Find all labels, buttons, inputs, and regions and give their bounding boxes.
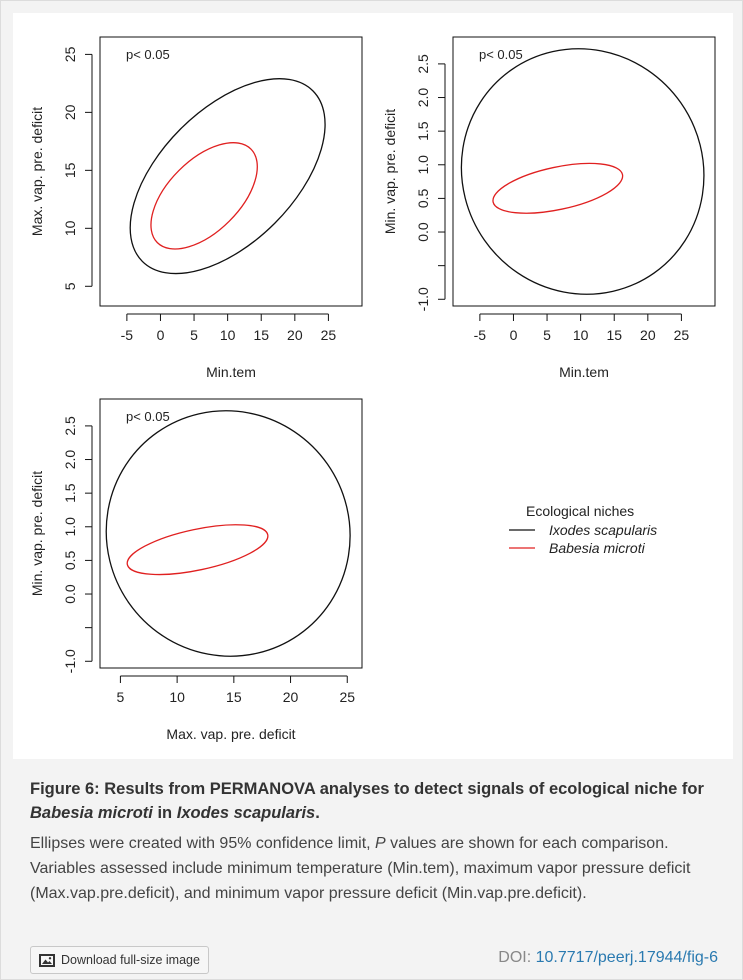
ellipse-ixodes-scapularis [105,410,351,657]
x-axis-label: Min.tem [559,364,609,380]
plot-frame [452,36,716,307]
y-tick-label: 2.0 [62,450,78,470]
doi: DOI: 10.7717/peerj.17944/fig-6 [498,949,718,967]
y-tick-label: 25 [62,46,78,62]
y-axis-label: Max. vap. pre. deficit [29,107,45,236]
y-tick-label: 1.0 [415,155,431,175]
p-value-annotation: p< 0.05 [479,47,523,62]
x-tick-label: 15 [606,327,622,343]
x-tick-label: 0 [510,327,518,343]
y-tick-label: 0.5 [415,188,431,208]
x-tick-label: -5 [121,327,134,343]
x-tick-label: 20 [640,327,656,343]
y-tick-label: -1.0 [62,649,78,673]
legend: Ecological niches Ixodes scapularis Babesi… [509,503,657,556]
ellipse-babesia-microti [150,142,258,250]
chart-panel-1: -5 0 5 10 15 20 25 Min.tem 5 10 15 20 25 Max. vap. pr… [29,36,363,380]
y-tick-label: 2.0 [415,88,431,108]
y-tick-label: 5 [62,282,78,290]
y-tick-label: 15 [62,162,78,178]
x-tick-label: 10 [573,327,589,343]
image-icon [39,953,55,967]
x-tick-label: -5 [474,327,487,343]
caption-title-end: . [315,804,320,822]
plot-frame [99,398,363,669]
x-tick-label: 10 [220,327,236,343]
x-tick-label: 25 [674,327,690,343]
download-full-size-button[interactable]: Download full-size image [30,946,209,974]
x-tick-label: 5 [117,689,125,705]
legend-title: Ecological niches [526,503,634,519]
ellipse-babesia-microti [492,162,624,214]
caption-title-text: Figure 6: Results from PERMANOVA analyse… [30,780,704,798]
y-tick-label: 0.0 [62,584,78,604]
p-value-annotation: p< 0.05 [126,47,170,62]
y-tick-label: 2.5 [62,416,78,436]
y-tick-label: 1.5 [415,121,431,141]
download-button-label: Download full-size image [61,953,200,967]
x-tick-label: 25 [339,689,355,705]
x-tick-label: 20 [287,327,303,343]
caption-title: Figure 6: Results from PERMANOVA analyse… [30,777,720,825]
ellipse-ixodes-scapularis [460,48,705,295]
x-axis-label: Max. vap. pre. deficit [166,726,295,742]
x-tick-label: 10 [169,689,185,705]
ellipse-ixodes-scapularis [129,78,326,275]
p-value-annotation: p< 0.05 [126,409,170,424]
y-tick-label: 0.5 [62,550,78,570]
caption-title-species-2: Ixodes scapularis [176,804,316,822]
doi-link[interactable]: 10.7717/peerj.17944/fig-6 [535,949,718,966]
caption-body-part-2: values are shown for each comparison. Va… [30,835,691,902]
y-tick-label: 1.0 [62,517,78,537]
caption-title-connector: in [152,804,177,822]
figure-image: -5 0 5 10 15 20 25 Min.tem 5 10 15 20 25 Max. vap. pr… [29,36,716,742]
y-tick-label: 0.0 [415,222,431,242]
x-tick-label: 25 [321,327,337,343]
y-tick-label: 2.5 [415,54,431,74]
y-tick-label: -1.0 [415,287,431,311]
x-tick-label: 5 [190,327,198,343]
x-tick-label: 0 [157,327,165,343]
doi-prefix: DOI: [498,949,536,966]
ellipse-babesia-microti [126,524,269,576]
figure-footer: Download full-size image DOI: 10.7717/pe… [30,946,720,974]
chart-panel-3: 5 10 15 20 25 Max. vap. pre. deficit -1.0 0.0 0.… [29,398,363,742]
x-tick-label: 15 [226,689,242,705]
x-axis-label: Min.tem [206,364,256,380]
plot-frame [99,36,363,307]
y-axis-label: Min. vap. pre. deficit [382,109,398,234]
figure-caption: Figure 6: Results from PERMANOVA analyse… [30,777,720,906]
legend-item-label: Ixodes scapularis [549,522,657,538]
legend-item-label: Babesia microti [549,540,646,556]
x-tick-label: 15 [253,327,269,343]
x-tick-label: 20 [283,689,299,705]
x-tick-label: 5 [543,327,551,343]
caption-body: Ellipses were created with 95% confidenc… [30,831,720,906]
caption-body-p: P [375,835,386,852]
y-tick-label: 1.5 [62,483,78,503]
chart-panel-2: -5 0 5 10 15 20 25 Min.tem -1.0 0.0 0.5 1.0 1.5 2.0 2.… [382,36,716,380]
y-tick-label: 10 [62,220,78,236]
figure-panel: -5 0 5 10 15 20 25 Min.tem 5 10 15 20 25 Max. vap. pr… [13,13,733,759]
y-axis-label: Min. vap. pre. deficit [29,471,45,596]
y-tick-label: 20 [62,104,78,120]
caption-title-species-1: Babesia microti [30,804,153,822]
caption-body-part-1: Ellipses were created with 95% confidenc… [30,835,376,852]
